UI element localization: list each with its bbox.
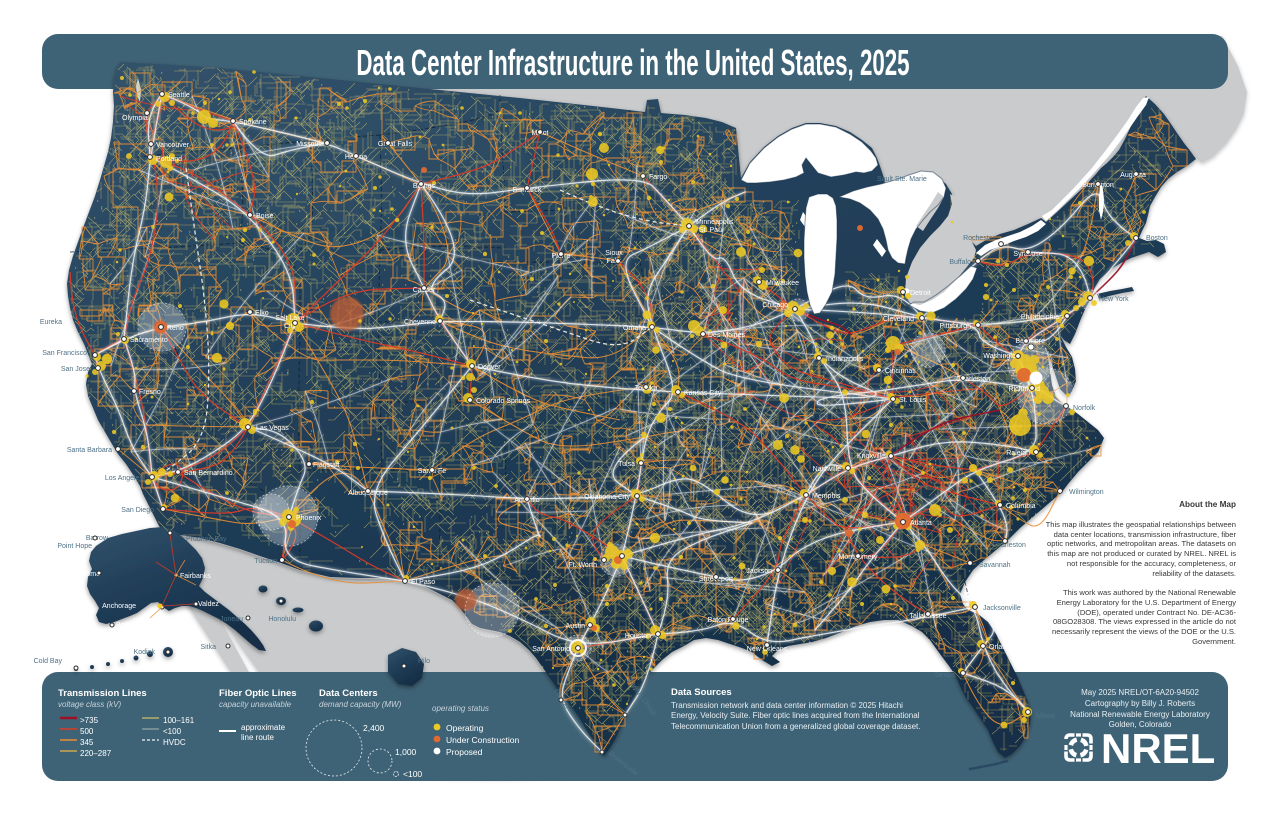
svg-text:San Jose: San Jose bbox=[61, 366, 90, 373]
svg-text:Richmond: Richmond bbox=[1008, 386, 1040, 393]
svg-text:Kansas City: Kansas City bbox=[684, 390, 722, 397]
svg-text:St. Louis: St. Louis bbox=[899, 397, 927, 404]
svg-text:NREL: NREL bbox=[1101, 730, 1215, 772]
svg-text:Columbia: Columbia bbox=[1006, 503, 1036, 510]
svg-text:Tampa: Tampa bbox=[934, 672, 955, 679]
svg-text:Minneapolis: Minneapolis bbox=[696, 219, 734, 226]
svg-text:Jackson: Jackson bbox=[746, 568, 772, 575]
svg-text:Honolulu: Honolulu bbox=[268, 616, 296, 623]
svg-text:Sioux: Sioux bbox=[605, 250, 623, 257]
svg-text:Valdez: Valdez bbox=[198, 601, 219, 608]
svg-text:Miami: Miami bbox=[1036, 713, 1055, 720]
svg-text:Billings: Billings bbox=[413, 183, 436, 190]
svg-text:Tulsa: Tulsa bbox=[618, 461, 635, 468]
svg-text:Fresno: Fresno bbox=[139, 389, 161, 396]
svg-text:Nome: Nome bbox=[81, 571, 100, 578]
svg-text:Bethel: Bethel bbox=[116, 622, 136, 629]
svg-text:Austin: Austin bbox=[566, 623, 586, 630]
svg-text:El Paso: El Paso bbox=[411, 579, 435, 586]
svg-text:Philadelphia: Philadelphia bbox=[1021, 314, 1059, 321]
svg-text:Jacksonville: Jacksonville bbox=[983, 605, 1021, 612]
svg-text:Atlanta: Atlanta bbox=[910, 520, 932, 527]
svg-text:Boston: Boston bbox=[1146, 235, 1168, 242]
svg-text:St. Paul: St. Paul bbox=[699, 227, 724, 234]
svg-text:New York: New York bbox=[1099, 296, 1129, 303]
svg-text:Anchorage: Anchorage bbox=[102, 603, 136, 610]
svg-text:Augusta: Augusta bbox=[1120, 172, 1146, 179]
svg-text:Fairbanks: Fairbanks bbox=[180, 573, 211, 580]
svg-text:Norfolk: Norfolk bbox=[1073, 405, 1096, 412]
svg-text:Santa Barbara: Santa Barbara bbox=[67, 447, 112, 454]
svg-text:Rochester: Rochester bbox=[963, 235, 996, 242]
svg-text:Denver: Denver bbox=[478, 364, 501, 371]
svg-text:Boise: Boise bbox=[256, 213, 274, 220]
svg-text:Oklahoma City: Oklahoma City bbox=[584, 494, 630, 501]
svg-text:Cleveland: Cleveland bbox=[883, 316, 914, 323]
svg-text:Portland: Portland bbox=[156, 156, 182, 163]
svg-text:Sault Ste. Marie: Sault Ste. Marie bbox=[877, 176, 927, 183]
svg-text:Knoxville: Knoxville bbox=[857, 453, 885, 460]
svg-text:Seattle: Seattle bbox=[168, 92, 190, 99]
svg-text:Charleston: Charleston bbox=[992, 542, 1026, 549]
svg-text:Eureka: Eureka bbox=[40, 319, 62, 326]
svg-text:Los Angeles: Los Angeles bbox=[105, 475, 144, 482]
svg-text:Flagstaff: Flagstaff bbox=[313, 462, 340, 469]
svg-text:Baltimore: Baltimore bbox=[1015, 338, 1045, 345]
svg-text:Kodiak: Kodiak bbox=[134, 649, 156, 656]
svg-text:Tucson: Tucson bbox=[254, 558, 277, 565]
svg-text:Savannah: Savannah bbox=[979, 562, 1011, 569]
svg-text:Wilmington: Wilmington bbox=[1069, 489, 1104, 496]
svg-text:Buffalo: Buffalo bbox=[949, 259, 971, 266]
svg-text:Milwaukee: Milwaukee bbox=[766, 280, 799, 287]
svg-text:Sitka: Sitka bbox=[200, 644, 216, 651]
svg-text:Cold Bay: Cold Bay bbox=[34, 658, 63, 665]
svg-text:Prudhoe Bay: Prudhoe Bay bbox=[186, 536, 227, 543]
svg-text:Salt Lake: Salt Lake bbox=[275, 315, 304, 322]
svg-text:Las Vegas: Las Vegas bbox=[256, 425, 289, 432]
svg-text:San Francisco: San Francisco bbox=[42, 350, 87, 357]
svg-text:Baton Rouge: Baton Rouge bbox=[708, 617, 749, 624]
svg-text:San Antonio: San Antonio bbox=[532, 646, 570, 653]
svg-text:New Orleans: New Orleans bbox=[747, 646, 788, 653]
svg-text:Nashville: Nashville bbox=[813, 466, 842, 473]
svg-text:Olympia: Olympia bbox=[122, 115, 148, 122]
svg-text:Ft. Worth: Ft. Worth bbox=[568, 562, 597, 569]
svg-text:Houston: Houston bbox=[625, 633, 651, 640]
svg-text:Raleigh: Raleigh bbox=[1006, 450, 1030, 457]
svg-text:Washington: Washington bbox=[983, 353, 1020, 360]
svg-text:Indianapolis: Indianapolis bbox=[826, 356, 864, 363]
svg-text:Des Moines: Des Moines bbox=[708, 332, 745, 339]
svg-text:San Bernardino: San Bernardino bbox=[184, 470, 233, 477]
svg-text:Vancouver: Vancouver bbox=[156, 142, 190, 149]
svg-text:Cincinnati: Cincinnati bbox=[885, 368, 916, 375]
svg-text:Memphis: Memphis bbox=[812, 493, 841, 500]
svg-text:Missoula: Missoula bbox=[296, 141, 324, 148]
svg-text:Orlando: Orlando bbox=[989, 644, 1014, 651]
svg-text:Reno: Reno bbox=[167, 325, 184, 332]
svg-text:Elko: Elko bbox=[255, 310, 269, 317]
svg-text:Omaha: Omaha bbox=[623, 325, 646, 332]
svg-text:Falls: Falls bbox=[607, 258, 622, 265]
svg-text:Charleston: Charleston bbox=[956, 376, 990, 383]
svg-text:Phoenix: Phoenix bbox=[296, 515, 322, 522]
svg-text:Pittsburgh: Pittsburgh bbox=[939, 323, 971, 330]
svg-text:San Diego: San Diego bbox=[121, 507, 154, 514]
svg-text:City: City bbox=[284, 323, 297, 330]
svg-text:Sacramento: Sacramento bbox=[130, 337, 168, 344]
svg-text:Cheyenne: Cheyenne bbox=[404, 319, 436, 326]
svg-text:Detroit: Detroit bbox=[910, 290, 931, 297]
svg-text:Spokane: Spokane bbox=[239, 119, 267, 126]
svg-text:Point Hope: Point Hope bbox=[57, 543, 92, 550]
svg-text:Fargo: Fargo bbox=[649, 174, 667, 181]
svg-text:Hilo: Hilo bbox=[418, 658, 430, 665]
svg-text:Colorado Springs: Colorado Springs bbox=[476, 398, 531, 405]
svg-text:Great Falls: Great Falls bbox=[378, 141, 413, 148]
svg-text:Chicago: Chicago bbox=[762, 302, 788, 309]
svg-text:Juneau: Juneau bbox=[220, 616, 243, 623]
